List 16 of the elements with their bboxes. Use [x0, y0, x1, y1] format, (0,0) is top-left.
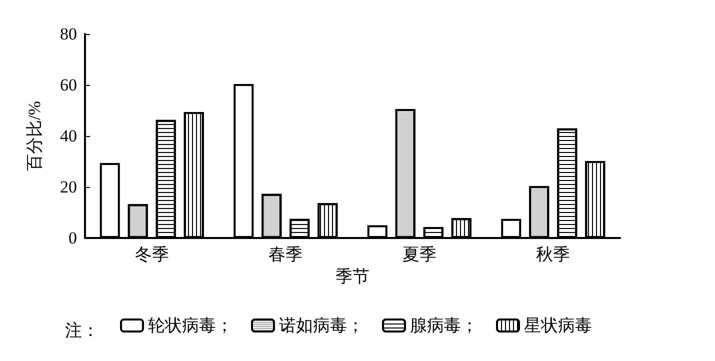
legend-label: 轮状病毒；: [148, 316, 233, 335]
legend-label: 星状病毒: [524, 316, 592, 335]
y-tick-label: 80: [60, 24, 77, 44]
legend-label: 诺如病毒；: [279, 316, 364, 335]
x-tick-label: 夏季: [402, 245, 436, 264]
y-axis-title: 百分比/%: [25, 101, 44, 171]
x-tick-label: 秋季: [536, 245, 570, 264]
x-tick-label: 冬季: [134, 245, 169, 264]
legend-title: 注：: [65, 321, 99, 340]
y-tick-label: 40: [60, 126, 77, 146]
y-tick-label: 20: [60, 178, 77, 196]
x-tick-label: 春季: [268, 245, 303, 264]
legend-label: 腺病毒；: [410, 316, 478, 335]
y-tick-label: 60: [60, 76, 77, 94]
y-tick-label: 0: [68, 228, 77, 248]
x-axis-title: 季节: [336, 267, 370, 286]
